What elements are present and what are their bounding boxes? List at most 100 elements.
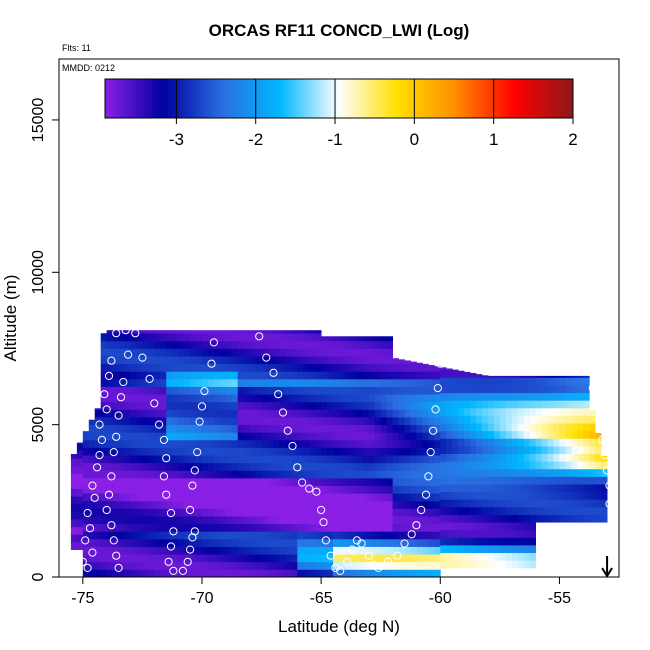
heatmap-cell [553, 476, 560, 485]
heatmap-cell [130, 523, 137, 532]
heatmap-cell [380, 485, 388, 494]
heatmap-cell [422, 439, 429, 448]
heatmap-cell [386, 394, 394, 403]
heatmap-cell [470, 506, 477, 515]
heatmap-cell [285, 378, 292, 387]
heatmap-cell [559, 385, 566, 394]
heatmap-cell [493, 476, 501, 485]
colorbar-swatch [366, 79, 371, 118]
heatmap-cell [136, 485, 143, 494]
heatmap-cell [130, 356, 137, 365]
heatmap-cell [333, 508, 340, 517]
heatmap-cell [368, 336, 376, 342]
heatmap-cell [422, 394, 429, 403]
heatmap-cell [237, 378, 245, 387]
heatmap-cell [178, 493, 185, 502]
heatmap-cell [529, 545, 536, 554]
heatmap-cell [172, 333, 179, 342]
heatmap-cell [172, 363, 179, 372]
heatmap-cell [547, 385, 554, 394]
heatmap-cell [261, 470, 268, 479]
colorbar-swatch [194, 79, 200, 118]
heatmap-cell [541, 445, 548, 454]
heatmap-cell [118, 439, 125, 448]
heatmap-cell [571, 468, 578, 477]
heatmap-cell [344, 569, 352, 577]
heatmap-cell [386, 447, 394, 456]
heatmap-cell [166, 333, 173, 342]
heatmap-cell [422, 363, 429, 372]
heatmap-cell [88, 554, 96, 563]
heatmap-cell [356, 417, 364, 426]
heatmap-cell [446, 392, 453, 401]
heatmap-cell [410, 500, 417, 509]
heatmap-cell [368, 455, 376, 464]
flight-point [102, 405, 111, 414]
heatmap-cell [541, 484, 548, 493]
heatmap-cell [589, 514, 596, 523]
flight-point [114, 563, 123, 573]
heatmap-cell [279, 348, 286, 357]
heatmap-cell [118, 569, 125, 577]
heatmap-cell [273, 569, 280, 577]
heatmap-cell [291, 356, 298, 365]
heatmap-cell [172, 417, 179, 426]
heatmap-cell [273, 333, 280, 342]
heatmap-cell [404, 401, 411, 410]
heatmap-cell [380, 500, 388, 509]
heatmap-cell [321, 477, 328, 486]
heatmap-cell [374, 363, 382, 372]
heatmap-cell [178, 417, 185, 426]
heatmap-cell [249, 417, 256, 426]
heatmap-cell [481, 522, 489, 531]
heatmap-cell [368, 356, 376, 365]
heatmap-cell [279, 485, 286, 494]
heatmap-cell [344, 508, 352, 517]
heatmap-cell [231, 394, 239, 403]
heatmap-cell [142, 409, 149, 418]
heatmap-cell [404, 493, 411, 502]
flight-point [421, 490, 431, 499]
heatmap-cell [237, 394, 245, 403]
heatmap-cell [243, 371, 251, 380]
heatmap-cell [285, 348, 292, 357]
heatmap-cell [446, 368, 453, 371]
heatmap-cell [505, 484, 513, 493]
heatmap-cell [315, 378, 322, 387]
heatmap-cell [106, 455, 114, 464]
heatmap-cell [339, 462, 346, 471]
heatmap-cell [505, 552, 513, 561]
heatmap-cell [219, 470, 227, 479]
heatmap-cell [166, 330, 173, 334]
heatmap-cell [243, 424, 251, 433]
heatmap-cell [565, 476, 572, 485]
heatmap-cell [577, 377, 584, 386]
heatmap-cell [178, 378, 185, 387]
heatmap-cell [553, 514, 560, 523]
heatmap-cell [279, 386, 286, 395]
heatmap-cell [309, 417, 316, 426]
heatmap-cell [160, 569, 167, 577]
heatmap-cell [339, 523, 346, 532]
heatmap-cell [279, 538, 286, 547]
heatmap-cell [440, 522, 447, 531]
heatmap-cell [565, 514, 572, 523]
heatmap-cell [273, 394, 280, 403]
flight-point [417, 505, 426, 515]
heatmap-cell [100, 477, 108, 486]
colorbar-swatch [136, 79, 141, 118]
heatmap-cell [571, 491, 578, 500]
heatmap-cell [440, 491, 447, 500]
heatmap-cell [487, 499, 495, 508]
flight-point [605, 481, 614, 490]
heatmap-cell [523, 375, 531, 378]
heatmap-cell [380, 546, 388, 555]
heatmap-cell [130, 554, 137, 563]
heatmap-cell [327, 363, 334, 372]
heatmap-cell [428, 386, 435, 395]
heatmap-cell [380, 417, 388, 426]
heatmap-cell [148, 439, 155, 448]
heatmap-cell [160, 485, 167, 494]
heatmap-cell [476, 423, 483, 432]
heatmap-cell [279, 546, 286, 555]
